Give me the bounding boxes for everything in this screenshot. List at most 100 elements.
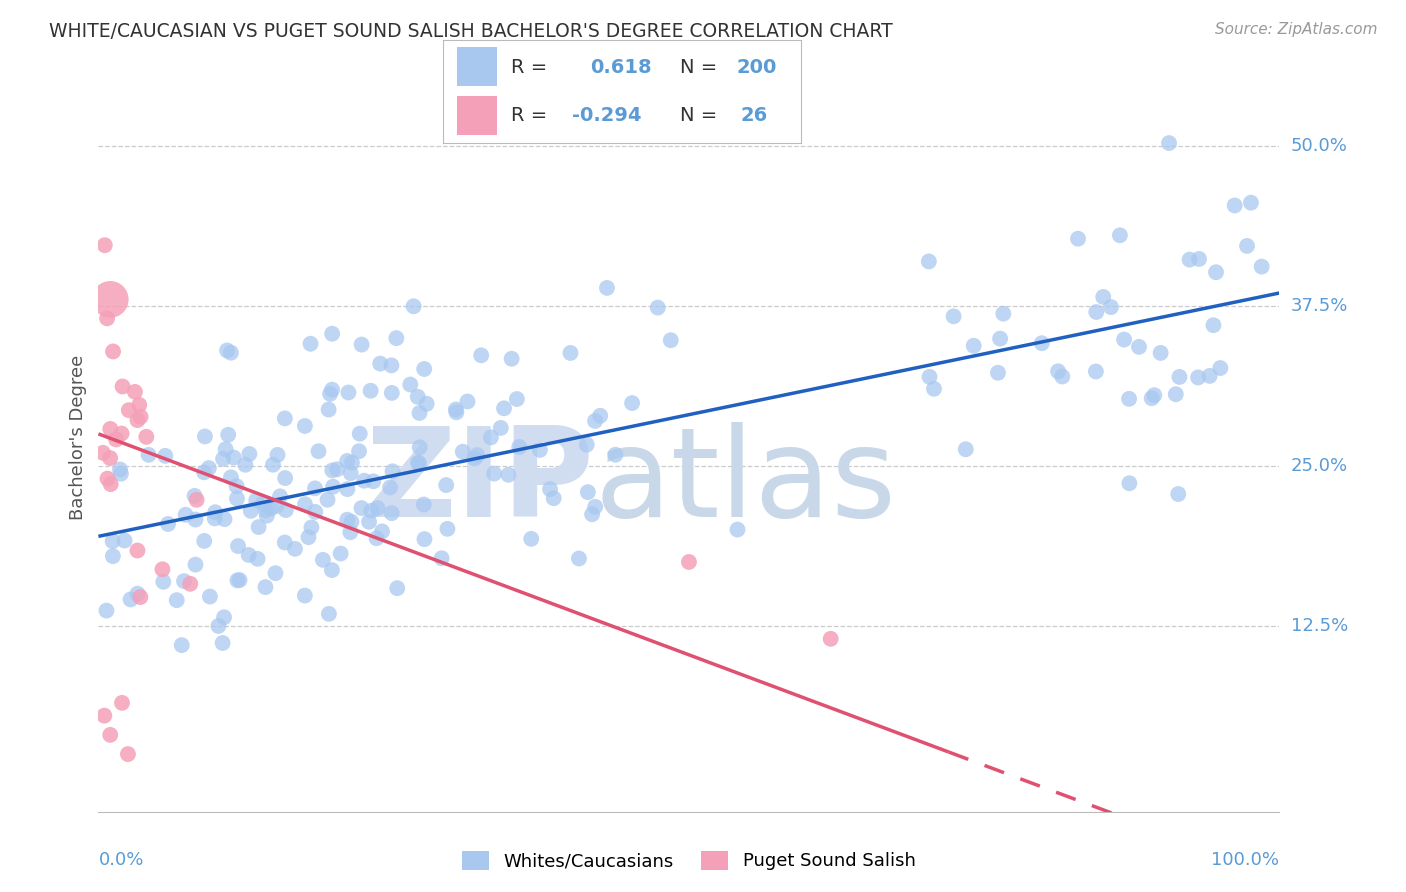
Y-axis label: Bachelor's Degree: Bachelor's Degree <box>69 354 87 520</box>
Point <box>336 513 359 527</box>
Text: 26: 26 <box>741 106 768 125</box>
Point <box>337 385 360 400</box>
Point <box>492 401 515 416</box>
Point <box>621 396 644 410</box>
Point <box>568 551 591 566</box>
Point <box>413 362 436 376</box>
Text: 12.5%: 12.5% <box>1291 617 1348 635</box>
Text: 37.5%: 37.5% <box>1291 297 1348 315</box>
Point <box>308 444 330 458</box>
Point <box>215 343 238 358</box>
Point <box>101 534 124 549</box>
Point <box>118 403 141 417</box>
Text: WHITE/CAUCASIAN VS PUGET SOUND SALISH BACHELOR'S DEGREE CORRELATION CHART: WHITE/CAUCASIAN VS PUGET SOUND SALISH BA… <box>49 22 893 41</box>
Point <box>173 574 195 589</box>
Point <box>245 493 267 508</box>
Point <box>482 467 505 481</box>
Text: ZIP: ZIP <box>366 422 595 542</box>
Text: N =: N = <box>679 106 717 125</box>
Text: 0.618: 0.618 <box>591 58 651 77</box>
Point <box>297 530 319 544</box>
Point <box>543 491 565 506</box>
Point <box>193 465 215 479</box>
Point <box>360 384 382 398</box>
Point <box>371 524 394 539</box>
Point <box>378 480 401 494</box>
Point <box>942 310 965 324</box>
Point <box>520 532 543 546</box>
Point <box>575 438 598 452</box>
Point <box>321 383 343 397</box>
Point <box>1223 198 1246 212</box>
Point <box>409 441 432 455</box>
Point <box>127 543 149 558</box>
Point <box>363 475 385 489</box>
Point <box>152 574 174 589</box>
Point <box>1157 136 1180 150</box>
Point <box>193 533 215 548</box>
Text: 50.0%: 50.0% <box>1291 136 1347 154</box>
Point <box>101 549 124 563</box>
Point <box>129 409 152 424</box>
Point <box>98 451 121 466</box>
Point <box>110 467 132 481</box>
Point <box>127 413 149 427</box>
Point <box>381 385 404 400</box>
Point <box>94 238 117 252</box>
Point <box>105 433 128 447</box>
Point <box>366 501 388 516</box>
Point <box>318 607 340 621</box>
Point <box>101 344 124 359</box>
Point <box>350 337 373 351</box>
Point <box>111 696 134 710</box>
Point <box>581 507 603 521</box>
Point <box>381 506 404 520</box>
Point <box>922 382 945 396</box>
Text: R =: R = <box>510 106 547 125</box>
Point <box>470 348 492 362</box>
Point <box>647 301 669 315</box>
Text: -0.294: -0.294 <box>572 106 641 125</box>
Point <box>506 392 529 406</box>
Point <box>138 448 160 462</box>
Point <box>1178 252 1201 267</box>
Point <box>170 638 193 652</box>
Point <box>1084 364 1107 378</box>
Point <box>508 440 530 454</box>
Point <box>987 366 1010 380</box>
Point <box>336 482 359 496</box>
Point <box>194 429 217 443</box>
Point <box>347 444 370 458</box>
Point <box>198 461 221 475</box>
Point <box>340 456 363 470</box>
Point <box>820 632 842 646</box>
Point <box>226 574 249 588</box>
Point <box>1198 368 1220 383</box>
Point <box>110 426 132 441</box>
Point <box>127 587 149 601</box>
Point <box>228 573 250 587</box>
Point <box>385 331 408 345</box>
Point <box>436 522 458 536</box>
Point <box>226 491 249 506</box>
Point <box>538 482 561 496</box>
Point <box>399 377 422 392</box>
Point <box>184 512 207 526</box>
Text: 100.0%: 100.0% <box>1212 851 1279 869</box>
Point <box>212 451 235 466</box>
Point <box>120 592 142 607</box>
Point <box>350 501 373 516</box>
Point <box>1143 388 1166 402</box>
Point <box>1187 370 1209 384</box>
Point <box>408 456 430 470</box>
Point <box>336 454 359 468</box>
Text: atlas: atlas <box>595 422 897 542</box>
Point <box>214 512 236 526</box>
Point <box>576 485 599 500</box>
Point <box>413 532 436 546</box>
Point <box>96 604 118 618</box>
Bar <box>457 47 496 87</box>
Point <box>100 477 122 491</box>
Point <box>339 466 361 480</box>
Point <box>266 448 288 462</box>
